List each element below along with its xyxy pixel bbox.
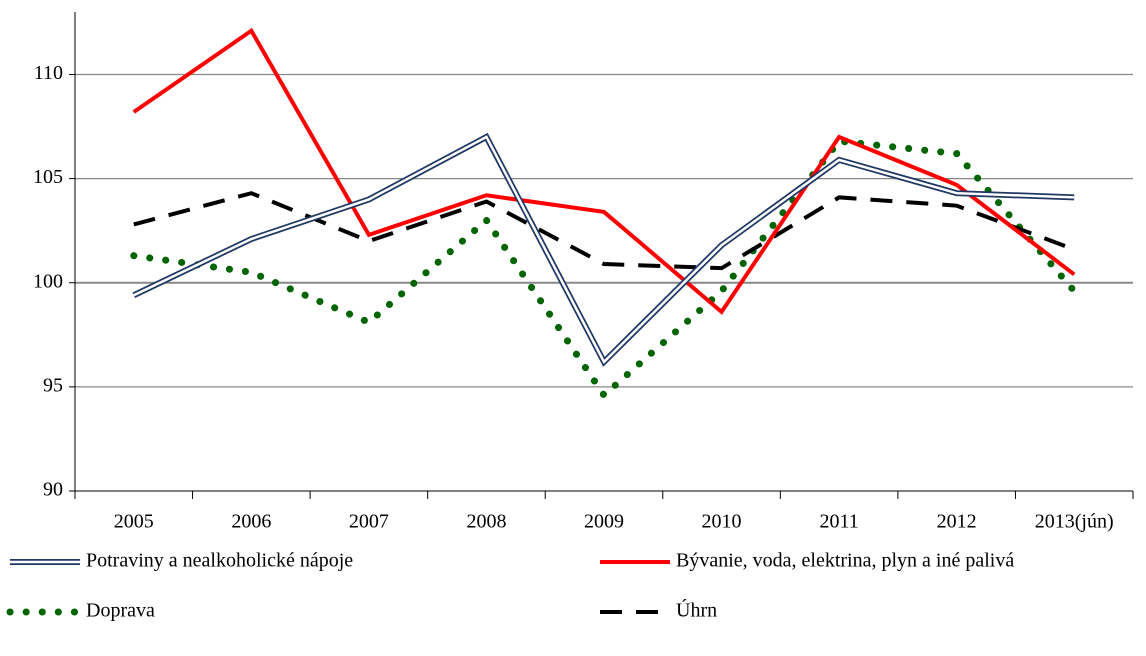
series xyxy=(130,137,1078,401)
y-tick-label: 90 xyxy=(43,479,63,501)
legend-item: Potraviny a nealkoholické nápoje xyxy=(10,550,353,572)
y-tick-label: 100 xyxy=(33,270,63,292)
y-tick-label: 105 xyxy=(33,166,63,188)
y-tick-label: 95 xyxy=(43,374,63,396)
x-tick-label: 2008 xyxy=(466,511,506,533)
x-tick-label: 2010 xyxy=(702,511,742,533)
x-tick-label: 2012 xyxy=(937,511,977,533)
legend-label: Bývanie, voda, elektrina, plyn a iné pal… xyxy=(676,550,1014,572)
legend-item: Bývanie, voda, elektrina, plyn a iné pal… xyxy=(600,550,1014,572)
line-inner xyxy=(133,135,1075,364)
legend-label: Úhrn xyxy=(676,598,717,622)
x-tick-label: 2013(jún) xyxy=(1035,511,1114,533)
series xyxy=(133,191,1075,271)
legend-item: Úhrn xyxy=(600,598,717,622)
line xyxy=(132,27,1076,315)
x-tick-label: 2006 xyxy=(231,511,271,533)
line xyxy=(130,137,1078,401)
legend-label: Potraviny a nealkoholické nápoje xyxy=(86,550,353,572)
series xyxy=(132,132,1075,367)
y-tick-label: 110 xyxy=(34,62,63,84)
legend-item: Doprava xyxy=(6,600,155,622)
legend-label: Doprava xyxy=(86,600,155,622)
x-tick-label: 2011 xyxy=(819,511,858,533)
x-tick-label: 2005 xyxy=(114,511,154,533)
series xyxy=(132,27,1076,315)
line-outline xyxy=(132,132,1075,367)
x-tick-label: 2007 xyxy=(349,511,389,533)
line xyxy=(133,191,1075,271)
x-tick-label: 2009 xyxy=(584,511,624,533)
